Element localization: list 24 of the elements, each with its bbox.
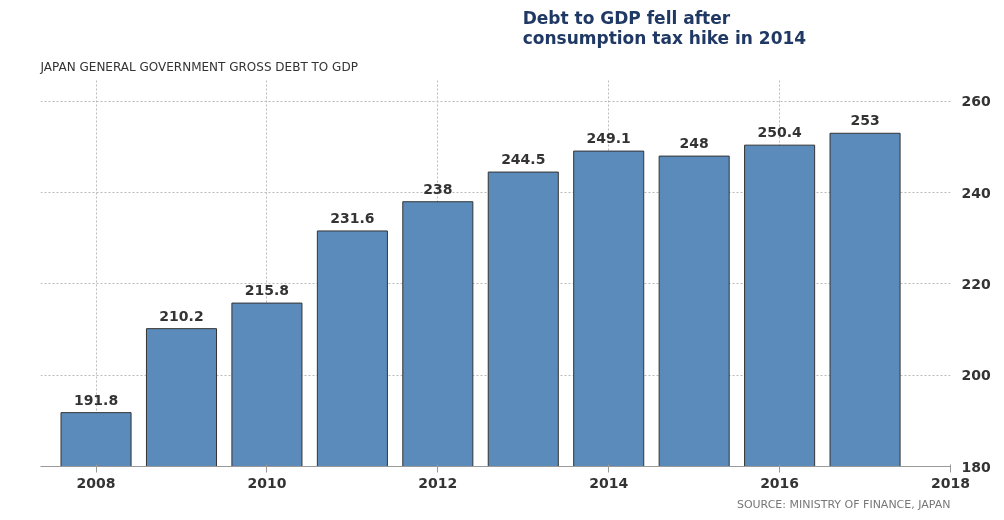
x-tick-label: 2018 <box>931 474 970 491</box>
y-tick-label: 200 <box>961 367 991 384</box>
x-tick-label: 2010 <box>247 474 287 491</box>
x-tick-label: 2012 <box>418 474 458 491</box>
chart-title: JAPAN GENERAL GOVERNMENT GROSS DEBT TO GDP <box>39 59 358 74</box>
text: Debt to GDP fell after consumption tax hike in 2014 <box>522 7 807 48</box>
x-tick-label: 2016 <box>760 474 800 491</box>
data-label: 191.8 <box>73 391 119 408</box>
data-label: 238 <box>423 180 453 197</box>
y-tick-label: 260 <box>961 93 991 110</box>
data-label: 210.2 <box>159 307 204 324</box>
data-label: 250.4 <box>757 124 803 141</box>
data-label: 249.1 <box>586 130 631 147</box>
y-tick-label: 220 <box>961 275 991 292</box>
data-label: 248 <box>679 135 709 152</box>
x-tick-label: 2008 <box>76 474 116 491</box>
source-note: SOURCE: MINISTRY OF FINANCE, JAPAN <box>736 497 951 511</box>
data-label: 231.6 <box>330 209 375 226</box>
data-label: 244.5 <box>501 151 546 168</box>
y-tick-label: 180 <box>961 458 991 475</box>
x-tick-label: 2014 <box>589 474 629 491</box>
data-label: 215.8 <box>244 282 290 299</box>
data-label: 253 <box>850 112 880 129</box>
y-tick-label: 240 <box>961 184 991 201</box>
